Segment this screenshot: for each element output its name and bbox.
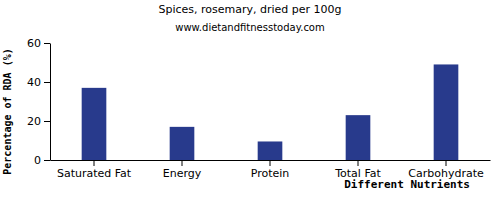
y-tick-label: 40 — [27, 76, 41, 89]
x-tick-label: Protein — [251, 167, 290, 180]
y-tick-mark — [44, 121, 50, 122]
bar — [434, 64, 459, 160]
x-tick-mark — [94, 160, 95, 166]
x-tick-label: Energy — [163, 167, 202, 180]
y-axis-title: Percentage of RDA (%) — [2, 48, 13, 174]
bar — [170, 127, 195, 160]
y-tick: 0 — [34, 154, 50, 167]
y-tick: 40 — [27, 76, 50, 89]
y-tick-mark — [44, 160, 50, 161]
x-tick: Energy — [163, 160, 202, 180]
subtitle: www.dietandfitnesstoday.com — [175, 22, 324, 33]
x-tick: Protein — [251, 160, 290, 180]
x-tick: Carbohydrate — [408, 160, 484, 180]
y-axis-line — [50, 44, 51, 161]
bars — [82, 64, 459, 160]
y-tick-mark — [44, 43, 50, 44]
y-tick-label: 0 — [34, 154, 41, 167]
y-tick: 60 — [27, 37, 50, 50]
x-tick: Total Fat — [334, 160, 381, 180]
y-tick: 20 — [27, 115, 50, 128]
x-axis: Saturated Fat Energy Protein Total Fat Carbo… — [51, 160, 491, 180]
plot: 0 20 40 60 Saturated Fat Energy Protein Total F… — [27, 37, 491, 180]
bar — [346, 115, 371, 160]
y-tick-label: 60 — [27, 37, 41, 50]
y-tick-mark — [44, 82, 50, 83]
title: Spices, rosemary, dried per 100g — [158, 3, 341, 16]
x-tick-mark — [270, 160, 271, 166]
x-tick-mark — [446, 160, 447, 166]
y-tick-label: 20 — [27, 115, 41, 128]
y-axis: 0 20 40 60 — [27, 37, 51, 167]
x-tick-mark — [358, 160, 359, 166]
chart: Spices, rosemary, dried per 100g www.diet… — [0, 0, 500, 200]
bar — [258, 141, 283, 160]
x-tick-mark — [182, 160, 183, 166]
x-tick-label: Saturated Fat — [57, 167, 132, 180]
bar — [82, 88, 107, 160]
x-tick: Saturated Fat — [57, 160, 132, 180]
x-axis-title: Different Nutrients — [344, 178, 470, 191]
